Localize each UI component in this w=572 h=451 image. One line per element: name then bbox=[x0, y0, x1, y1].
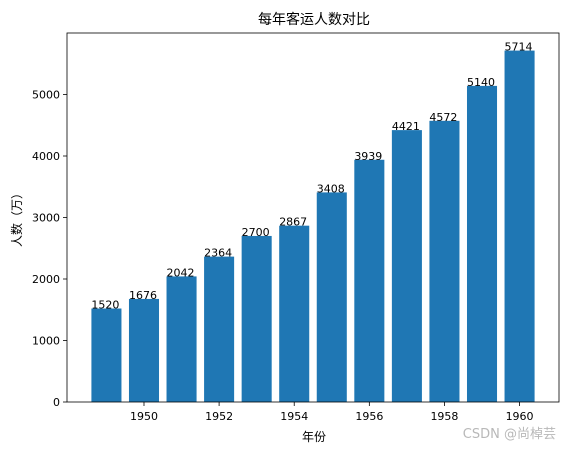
data-label-1960: 5714 bbox=[505, 41, 533, 54]
data-label-1949: 1520 bbox=[91, 299, 119, 312]
data-label-1958: 4572 bbox=[429, 111, 457, 124]
bar-1952 bbox=[204, 256, 235, 402]
bar-1949 bbox=[91, 308, 122, 402]
y-tick-label-2000: 2000 bbox=[32, 273, 60, 286]
x-tick-label-1950: 1950 bbox=[130, 410, 158, 423]
bar-1960 bbox=[504, 50, 535, 403]
y-tick-label-3000: 3000 bbox=[32, 212, 60, 225]
data-label-1956: 3939 bbox=[354, 150, 382, 163]
data-label-1952: 2364 bbox=[204, 247, 232, 260]
watermark: CSDN @尚棹芸 bbox=[462, 427, 556, 442]
data-label-1957: 4421 bbox=[392, 120, 420, 133]
bar-1950 bbox=[128, 298, 160, 402]
bar-1958 bbox=[429, 120, 460, 403]
chart-title: 每年客运人数对比 bbox=[258, 11, 370, 28]
data-label-1950: 1676 bbox=[129, 289, 157, 302]
bars-layer bbox=[91, 50, 535, 403]
bar-1951 bbox=[166, 276, 197, 402]
x-tick-label-1958: 1958 bbox=[430, 410, 458, 423]
data-label-1959: 5140 bbox=[467, 76, 495, 89]
data-label-1951: 2042 bbox=[167, 266, 195, 279]
y-axis-label: 人数（万） bbox=[9, 187, 24, 247]
bar-1954 bbox=[279, 225, 310, 402]
bar-1956 bbox=[354, 159, 385, 402]
bar-1953 bbox=[241, 235, 272, 402]
y-tick-label-1000: 1000 bbox=[32, 335, 60, 348]
y-tick-label-0: 0 bbox=[53, 396, 60, 409]
data-label-1954: 2867 bbox=[279, 216, 307, 229]
x-axis-label: 年份 bbox=[302, 430, 326, 444]
data-label-1955: 3408 bbox=[317, 182, 345, 195]
data-labels-layer: 1520 1676 2042 2364 2700 2867 3408 3939 4421 4572… bbox=[91, 41, 532, 312]
x-tick-label-1952: 1952 bbox=[205, 410, 233, 423]
x-tick-label-1956: 1956 bbox=[355, 410, 383, 423]
axes-layer: 1950 1952 1954 1956 1958 1960 0 1000 2000 3000 400… bbox=[32, 32, 560, 423]
x-tick-label-1954: 1954 bbox=[280, 410, 308, 423]
y-tick-label-5000: 5000 bbox=[32, 89, 60, 102]
bar-1959 bbox=[466, 85, 498, 402]
bar-1955 bbox=[316, 192, 347, 402]
y-tick-label-4000: 4000 bbox=[32, 150, 60, 163]
data-label-1953: 2700 bbox=[242, 226, 270, 239]
x-tick-label-1960: 1960 bbox=[506, 410, 534, 423]
bar-1957 bbox=[391, 130, 422, 402]
